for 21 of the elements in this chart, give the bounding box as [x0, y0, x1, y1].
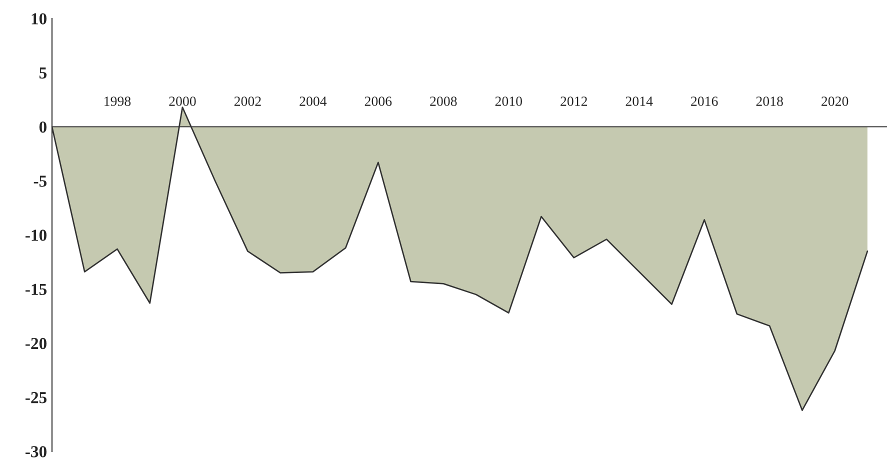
y-tick-label: -5 — [34, 176, 47, 187]
x-tick-label: 2012 — [560, 96, 587, 106]
x-tick-label: 2010 — [495, 96, 522, 106]
y-tick-label: -20 — [26, 338, 47, 350]
y-tick-label: -10 — [26, 230, 47, 241]
x-tick-label: 2006 — [364, 96, 392, 106]
x-tick-label: 2018 — [756, 96, 783, 106]
y-tick-label: -25 — [26, 392, 47, 404]
x-tick-label: 1998 — [104, 96, 131, 106]
x-tick-label: 2016 — [691, 96, 718, 106]
y-tick-label: 5 — [39, 68, 47, 79]
x-tick-label: 2014 — [626, 96, 653, 106]
y-tick-label: -30 — [26, 446, 47, 458]
y-tick-label: -15 — [26, 284, 47, 296]
x-tick-label: 2002 — [234, 96, 261, 106]
x-tick-label: 2020 — [822, 96, 848, 106]
x-tick-label: 2000 — [169, 96, 196, 106]
x-tick-label: 2004 — [300, 96, 327, 106]
y-tick-label: 0 — [39, 121, 47, 133]
y-tick-label: 10 — [32, 13, 47, 24]
x-tick-label: 2008 — [430, 96, 457, 106]
